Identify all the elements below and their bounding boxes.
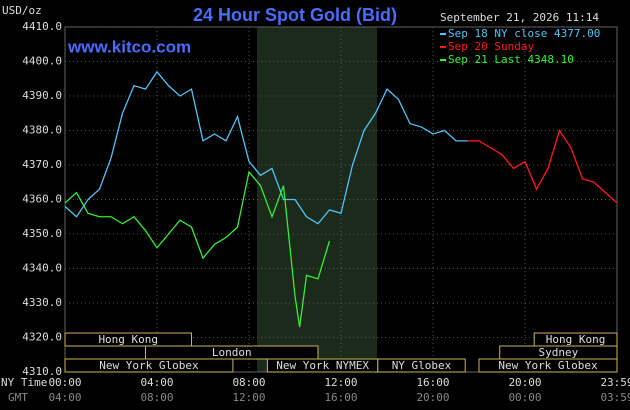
session-label: Hong Kong bbox=[546, 333, 606, 346]
y-tick-label: 4310.0 bbox=[22, 365, 62, 378]
session-box bbox=[64, 332, 192, 347]
y-tick-label: 4400.0 bbox=[22, 55, 62, 68]
session-label: New York Globex bbox=[498, 359, 598, 372]
session-label: New York NYMEX bbox=[276, 359, 369, 372]
session-box bbox=[377, 358, 466, 373]
x2-tick-label: 00:00 bbox=[508, 391, 541, 404]
timestamp: September 21, 2026 11:14 bbox=[440, 11, 599, 24]
session-label: London bbox=[212, 346, 252, 359]
x-tick-label: 12:00 bbox=[324, 376, 357, 389]
x-axis-label: NY Time bbox=[1, 376, 47, 389]
x2-axis-label: GMT bbox=[8, 391, 28, 404]
x-tick-label: 04:00 bbox=[140, 376, 173, 389]
y-tick-label: 4390.0 bbox=[22, 89, 62, 102]
x-tick-label: 00:00 bbox=[48, 376, 81, 389]
x-tick-label: 16:00 bbox=[416, 376, 449, 389]
site: www.kitco.com bbox=[67, 37, 191, 56]
session-label: NY Globex bbox=[392, 359, 452, 372]
legend-entry: Sep 20 Sunday bbox=[448, 40, 534, 53]
line bbox=[64, 170, 331, 328]
session-box bbox=[478, 358, 618, 373]
y-tick-label: 4320.0 bbox=[22, 331, 62, 344]
session-label: New York Globex bbox=[99, 359, 199, 372]
x2-tick-label: 12:00 bbox=[232, 391, 265, 404]
session-label: Hong Kong bbox=[98, 333, 158, 346]
y-tick-label: 4340.0 bbox=[22, 262, 62, 275]
x-tick-label: 23:59 bbox=[600, 376, 630, 389]
x-tick-label: 20:00 bbox=[508, 376, 541, 389]
unit: USD/oz bbox=[2, 4, 42, 17]
x2-tick-label: 03:59 bbox=[600, 391, 630, 404]
x2-tick-label: 16:00 bbox=[324, 391, 357, 404]
x2-tick-label: 08:00 bbox=[140, 391, 173, 404]
y-tick-label: 4350.0 bbox=[22, 227, 62, 240]
x2-tick-label: 04:00 bbox=[48, 391, 81, 404]
x-tick-label: 08:00 bbox=[232, 376, 265, 389]
y-tick-label: 4360.0 bbox=[22, 193, 62, 206]
legend-entry: Sep 21 Last 4348.10 bbox=[448, 53, 574, 66]
chart-title: 24 Hour Spot Gold (Bid) bbox=[193, 5, 397, 25]
line bbox=[467, 128, 618, 204]
session-box bbox=[64, 358, 234, 373]
legend-entry: Sep 18 NY close 4377.00 bbox=[448, 27, 600, 40]
session-label: Sydney bbox=[538, 346, 578, 359]
y-tick-label: 4370.0 bbox=[22, 158, 62, 171]
line bbox=[64, 70, 468, 225]
y-tick-label: 4380.0 bbox=[22, 124, 62, 137]
y-tick-label: 4330.0 bbox=[22, 296, 62, 309]
y-tick-label: 4410.0 bbox=[22, 20, 62, 33]
x2-tick-label: 20:00 bbox=[416, 391, 449, 404]
